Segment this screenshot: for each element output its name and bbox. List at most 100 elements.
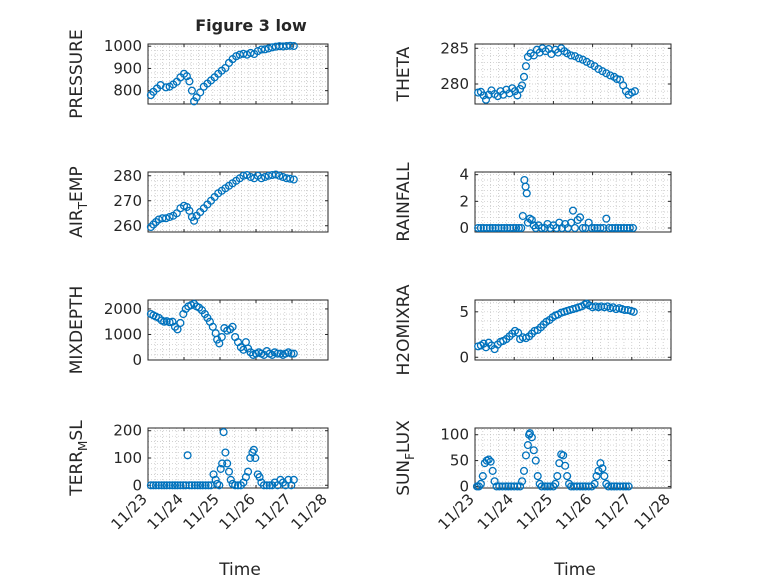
data-point xyxy=(629,307,638,316)
data-point xyxy=(488,466,497,475)
data-point xyxy=(540,482,549,491)
data-point xyxy=(271,170,280,179)
data-point xyxy=(251,453,260,463)
y-tick-label: 4 xyxy=(459,166,469,184)
data-point xyxy=(537,482,546,491)
data-point xyxy=(482,223,491,233)
panel-rainfall: 0 2 4 RAINFALL xyxy=(394,162,672,242)
data-point xyxy=(249,445,258,454)
panel-air_temp: 260 270 280 AIRTEMP xyxy=(67,166,329,238)
data-point xyxy=(506,223,515,233)
y-axis-label: H2OMIXRA xyxy=(394,284,414,375)
axes-box xyxy=(474,43,672,105)
data-point xyxy=(190,299,199,308)
data-point xyxy=(576,213,585,222)
axes-box xyxy=(474,171,672,233)
data-point xyxy=(566,482,576,491)
data-point xyxy=(594,64,603,74)
data-point xyxy=(165,212,174,222)
x-tick-label: 11/25 xyxy=(180,490,223,533)
data-point xyxy=(157,481,166,490)
x-axis-label: Time xyxy=(553,560,596,580)
data-point xyxy=(273,349,282,358)
x-tick-label: 11/24 xyxy=(144,490,187,533)
y-axis-label-subscript: M xyxy=(76,441,90,451)
data-point xyxy=(231,481,240,490)
data-point xyxy=(185,481,194,490)
data-point xyxy=(215,481,224,490)
data-point xyxy=(517,81,527,90)
data-point xyxy=(614,223,623,233)
axes-box xyxy=(147,171,329,233)
y-tick-label: 1000 xyxy=(104,37,142,55)
data-point xyxy=(193,481,202,490)
data-point xyxy=(607,482,616,491)
data-point xyxy=(599,223,608,233)
data-point xyxy=(216,464,225,473)
data-point xyxy=(572,482,581,491)
data-point xyxy=(497,223,506,233)
data-point xyxy=(619,223,629,233)
data-point xyxy=(517,477,527,486)
data-point xyxy=(608,223,617,233)
y-tick-label: 200 xyxy=(113,422,142,440)
data-point xyxy=(278,172,288,182)
data-point xyxy=(161,83,171,92)
data-point xyxy=(223,459,232,468)
data-point xyxy=(518,211,527,221)
x-tick-label: 11/23 xyxy=(435,490,478,533)
data-point xyxy=(527,433,536,442)
data-point xyxy=(543,482,552,491)
data-point xyxy=(510,482,519,491)
data-point xyxy=(521,62,531,71)
data-point xyxy=(570,52,580,61)
data-point xyxy=(190,481,199,490)
data-point xyxy=(602,214,611,223)
y-axis-label: THETA xyxy=(394,46,414,102)
y-tick-label: 2 xyxy=(459,192,469,210)
y-tick-label: 260 xyxy=(113,217,142,235)
data-point xyxy=(185,77,194,86)
y-axis-label-subscript: T xyxy=(76,201,90,210)
data-point xyxy=(176,318,185,328)
y-tick-label: 800 xyxy=(113,82,142,100)
y-tick-label: 280 xyxy=(440,75,469,93)
x-tick-label: 11/27 xyxy=(252,490,295,533)
y-axis-label-rest: SL xyxy=(67,420,87,441)
x-tick-label: 11/28 xyxy=(288,490,331,533)
data-point xyxy=(561,461,570,470)
x-tick-label: 11/27 xyxy=(591,490,634,533)
data-point xyxy=(533,472,542,481)
data-point xyxy=(628,223,638,233)
data-point xyxy=(485,223,494,233)
data-point xyxy=(501,482,510,491)
panel-mixdepth: 0 1000 2000 MIXDEPTH xyxy=(67,286,329,375)
data-point xyxy=(529,446,538,455)
y-tick-label: 5 xyxy=(459,303,469,321)
data-point xyxy=(165,318,174,327)
data-point xyxy=(619,482,628,491)
data-point xyxy=(474,223,483,233)
y-axis-label: AIRTEMP xyxy=(67,166,90,237)
data-point xyxy=(289,349,298,358)
y-axis-label-main: MIXDEPTH xyxy=(67,286,87,375)
y-tick-label: 1000 xyxy=(104,325,142,343)
data-point xyxy=(196,88,205,97)
data-point xyxy=(559,451,568,460)
data-point xyxy=(551,479,560,488)
data-point xyxy=(149,481,158,490)
data-point xyxy=(566,51,576,60)
data-point xyxy=(612,74,621,84)
data-point xyxy=(146,222,155,232)
y-tick-label: 0 xyxy=(459,477,469,495)
y-axis-label: SUNFLUX xyxy=(394,420,417,496)
data-point xyxy=(519,72,529,81)
data-point xyxy=(596,459,605,468)
data-point xyxy=(264,44,273,53)
y-axis-label-main: PRESSURE xyxy=(67,29,87,118)
data-point xyxy=(630,87,639,96)
data-point xyxy=(604,482,613,491)
